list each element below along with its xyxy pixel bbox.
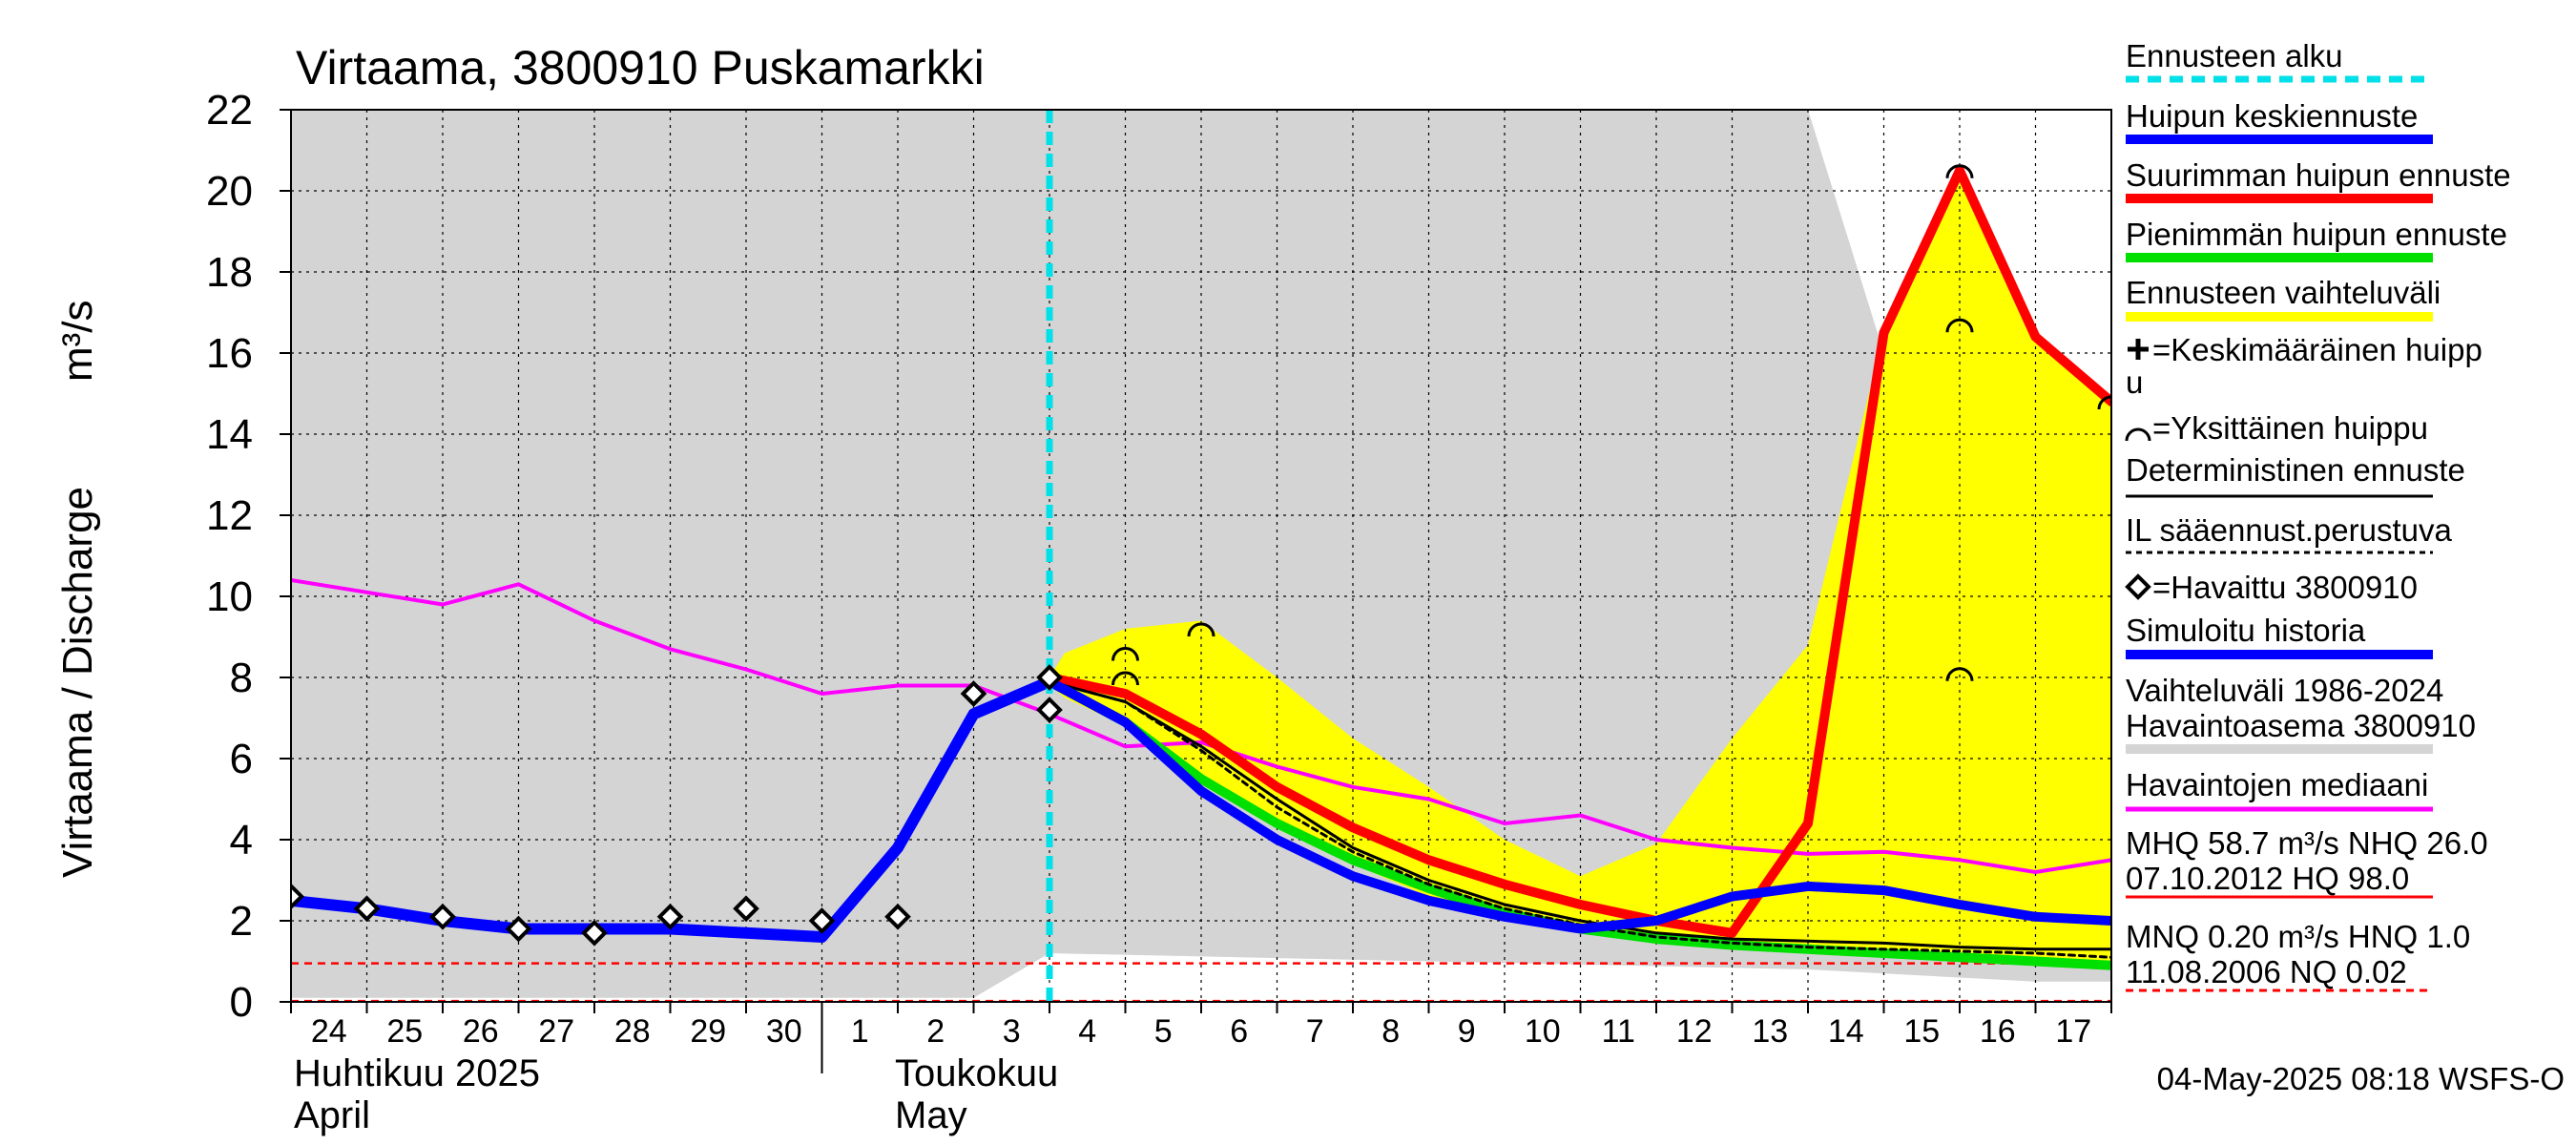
individual-peak-marker (1187, 622, 1215, 637)
x-tick-label: 14 (1828, 1013, 1864, 1050)
legend-arc-icon (2125, 427, 2151, 442)
y-tick-label: 10 (206, 573, 253, 620)
observed-point (1036, 697, 1063, 723)
individual-peak-marker (1945, 667, 1974, 681)
x-tick-label: 27 (538, 1013, 574, 1050)
legend-label: =Keskimääräinen huipp (2152, 332, 2483, 367)
observed-point (1036, 664, 1063, 691)
x-tick-label: 8 (1381, 1013, 1400, 1050)
legend-label: Vaihteluväli 1986-2024 (2126, 673, 2443, 708)
series-line (1045, 677, 2111, 934)
legend-label: MNQ 0.20 m³/s HNQ 1.0 (2126, 919, 2470, 954)
y-tick-label: 4 (230, 817, 253, 864)
legend-plus-icon (2128, 339, 2149, 360)
series-line (1048, 679, 2111, 951)
legend-label: MHQ 58.7 m³/s NHQ 26.0 (2126, 825, 2488, 861)
individual-peak-marker (2097, 395, 2111, 410)
individual-peak-marker (1945, 318, 1974, 333)
y-tick-label: 16 (206, 330, 253, 377)
legend-label: Deterministinen ennuste (2126, 452, 2465, 488)
x-tick-label: 25 (386, 1013, 423, 1050)
observed-point (808, 907, 836, 934)
y-axis-unit: m³/s (54, 300, 101, 382)
observed-point (960, 680, 987, 707)
y-tick-label: 22 (206, 87, 253, 134)
x-tick-label: 29 (690, 1013, 726, 1050)
legend-diamond-icon (2125, 573, 2151, 600)
chart-title: Virtaama, 3800910 Puskamarkki (296, 41, 985, 94)
individual-peak-marker (1111, 647, 1139, 661)
series-line (291, 578, 2111, 874)
individual-peak-marker (1945, 164, 1974, 178)
legend-label-line2: u (2126, 364, 2143, 400)
x-tick-label: 5 (1154, 1013, 1173, 1050)
x-tick-label: 3 (1003, 1013, 1021, 1050)
x-tick-label: 11 (1602, 1013, 1635, 1050)
x-tick-label: 17 (2055, 1013, 2091, 1050)
month-label-may-fi: Toukokuu (895, 1052, 1058, 1094)
x-tick-label: 16 (1980, 1013, 2016, 1050)
month-label-april-fi: Huhtikuu 2025 (294, 1052, 540, 1094)
legend-label: Havaintojen mediaani (2126, 767, 2428, 802)
y-tick-label: 8 (230, 655, 253, 701)
x-tick-label: 12 (1676, 1013, 1713, 1050)
x-tick-label: 4 (1078, 1013, 1096, 1050)
legend-label: Simuloitu historia (2126, 613, 2366, 648)
x-tick-label: 26 (463, 1013, 499, 1050)
x-tick-label: 28 (614, 1013, 651, 1050)
y-tick-label: 12 (206, 492, 253, 539)
observed-point (429, 903, 456, 930)
x-tick-label: 2 (926, 1013, 945, 1050)
legend-label: Suurimman huipun ennuste (2126, 157, 2511, 193)
observed-point (353, 895, 381, 923)
observed-point (505, 915, 532, 943)
x-tick-label: 1 (851, 1013, 869, 1050)
y-tick-label: 14 (206, 411, 253, 458)
legend-label: Huipun keskiennuste (2126, 98, 2418, 134)
legend-label: Ennusteen vaihteluväli (2126, 275, 2441, 310)
x-tick-label: 9 (1458, 1013, 1476, 1050)
legend-label: Ennusteen alku (2126, 38, 2343, 73)
observed-point (291, 883, 304, 910)
observed-point (884, 903, 911, 930)
legend-label-line2: 07.10.2012 HQ 98.0 (2126, 861, 2409, 896)
observed-point (733, 895, 759, 923)
x-tick-label: 24 (311, 1013, 347, 1050)
legend-label-line2: Havaintoasema 3800910 (2126, 708, 2476, 743)
observed-point (656, 903, 684, 930)
y-tick-label: 20 (206, 168, 253, 215)
x-tick-label: 6 (1230, 1013, 1248, 1050)
y-axis-label: Virtaama / Discharge (54, 487, 101, 878)
month-label-april-en: April (294, 1094, 370, 1136)
x-tick-label: 10 (1525, 1013, 1561, 1050)
series-line (1045, 165, 2111, 938)
x-tick-label: 15 (1903, 1013, 1940, 1050)
y-tick-label: 0 (230, 979, 253, 1026)
x-tick-label: 7 (1306, 1013, 1324, 1050)
y-tick-label: 18 (206, 249, 253, 296)
timestamp-footer: 04-May-2025 08:18 WSFS-O (2157, 1061, 2565, 1096)
individual-peak-marker (1111, 671, 1139, 686)
y-tick-label: 6 (230, 736, 253, 782)
legend-label: Pienimmän huipun ennuste (2126, 217, 2507, 252)
forecast-range-band (1049, 166, 2111, 969)
legend-label-line2: 11.08.2006 NQ 0.02 (2126, 954, 2407, 989)
observed-point (581, 919, 608, 947)
x-tick-label: 30 (766, 1013, 802, 1050)
month-label-may-en: May (895, 1094, 967, 1136)
legend-label: =Havaittu 3800910 (2152, 570, 2418, 605)
legend-label: =Yksittäinen huippu (2152, 410, 2428, 446)
y-tick-label: 2 (230, 898, 253, 945)
x-tick-label: 13 (1752, 1013, 1788, 1050)
legend-label: IL sääennust.perustuva (2126, 512, 2452, 548)
